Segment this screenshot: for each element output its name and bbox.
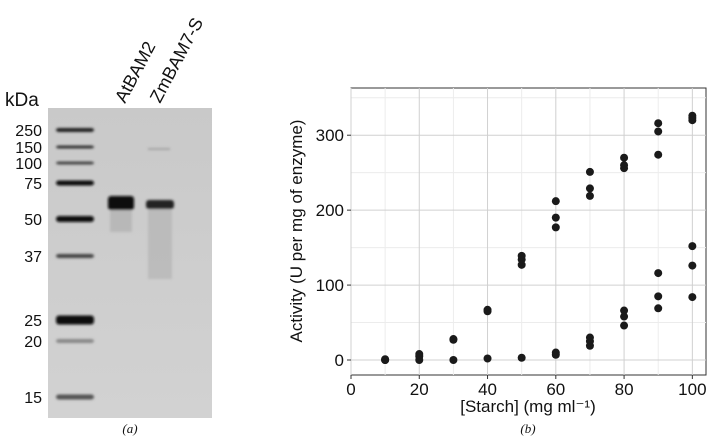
x-tick-label: 80 — [615, 380, 634, 399]
y-axis-label: Activity (U per mg of enzyme) — [287, 120, 306, 343]
point — [517, 353, 526, 362]
point — [551, 197, 560, 206]
point — [688, 111, 697, 120]
marker-band — [56, 254, 94, 258]
point — [449, 335, 458, 344]
point — [620, 161, 629, 170]
point — [517, 251, 526, 260]
marker-band — [56, 216, 94, 222]
y-tick-label: 300 — [316, 126, 344, 145]
y-tick-label: 200 — [316, 201, 344, 220]
x-tick-label: 100 — [678, 380, 706, 399]
point — [654, 269, 663, 278]
point — [620, 153, 629, 162]
lane-label: ZmBAM7-S — [146, 14, 207, 106]
marker-band — [56, 339, 94, 343]
y-tick-label: 0 — [335, 351, 344, 370]
point — [585, 167, 594, 176]
marker-band — [56, 394, 94, 400]
marker-label: 50 — [24, 212, 42, 229]
gel-bands — [56, 128, 174, 400]
x-axis-label: [Starch] (mg ml⁻¹) — [460, 397, 596, 416]
point — [654, 127, 663, 136]
point — [620, 306, 629, 315]
point — [585, 184, 594, 193]
marker-label: 75 — [24, 176, 42, 193]
smear — [110, 210, 132, 232]
point — [415, 350, 424, 359]
band — [146, 200, 174, 209]
point — [585, 191, 594, 200]
point — [551, 348, 560, 357]
point — [585, 333, 594, 342]
plot-frame — [350, 87, 707, 376]
gel-unit: kDa — [5, 90, 39, 111]
point — [688, 293, 697, 302]
band — [108, 196, 134, 210]
marker-label: 250 — [15, 123, 42, 140]
marker-label: 20 — [24, 334, 42, 351]
marker-band — [56, 315, 94, 325]
y-tick-label: 100 — [316, 276, 344, 295]
marker-band — [56, 180, 94, 186]
marker-label: 37 — [24, 249, 42, 266]
marker-band — [56, 161, 94, 165]
point — [483, 354, 492, 363]
point — [654, 150, 663, 159]
x-tick-label: 60 — [546, 380, 565, 399]
x-tick-label: 40 — [478, 380, 497, 399]
point — [688, 261, 697, 270]
point — [620, 312, 629, 321]
point — [654, 304, 663, 313]
caption: (b) — [520, 421, 535, 436]
marker-label: 100 — [15, 156, 42, 173]
marker-label: 15 — [24, 390, 42, 407]
point — [415, 356, 424, 365]
smear — [148, 209, 172, 279]
marker-band — [56, 128, 94, 132]
point — [654, 119, 663, 128]
point — [688, 242, 697, 251]
point — [449, 356, 458, 365]
marker-band — [56, 145, 94, 149]
point — [381, 355, 390, 364]
gel — [48, 108, 212, 418]
x-tick-label: 20 — [410, 380, 429, 399]
band — [148, 148, 170, 150]
marker-label: 150 — [15, 140, 42, 157]
point — [654, 292, 663, 301]
point — [551, 223, 560, 232]
point — [483, 305, 492, 314]
caption: (a) — [122, 421, 137, 436]
x-tick-label: 0 — [346, 380, 355, 399]
point — [551, 213, 560, 222]
point — [620, 321, 629, 330]
marker-label: 25 — [24, 313, 42, 330]
